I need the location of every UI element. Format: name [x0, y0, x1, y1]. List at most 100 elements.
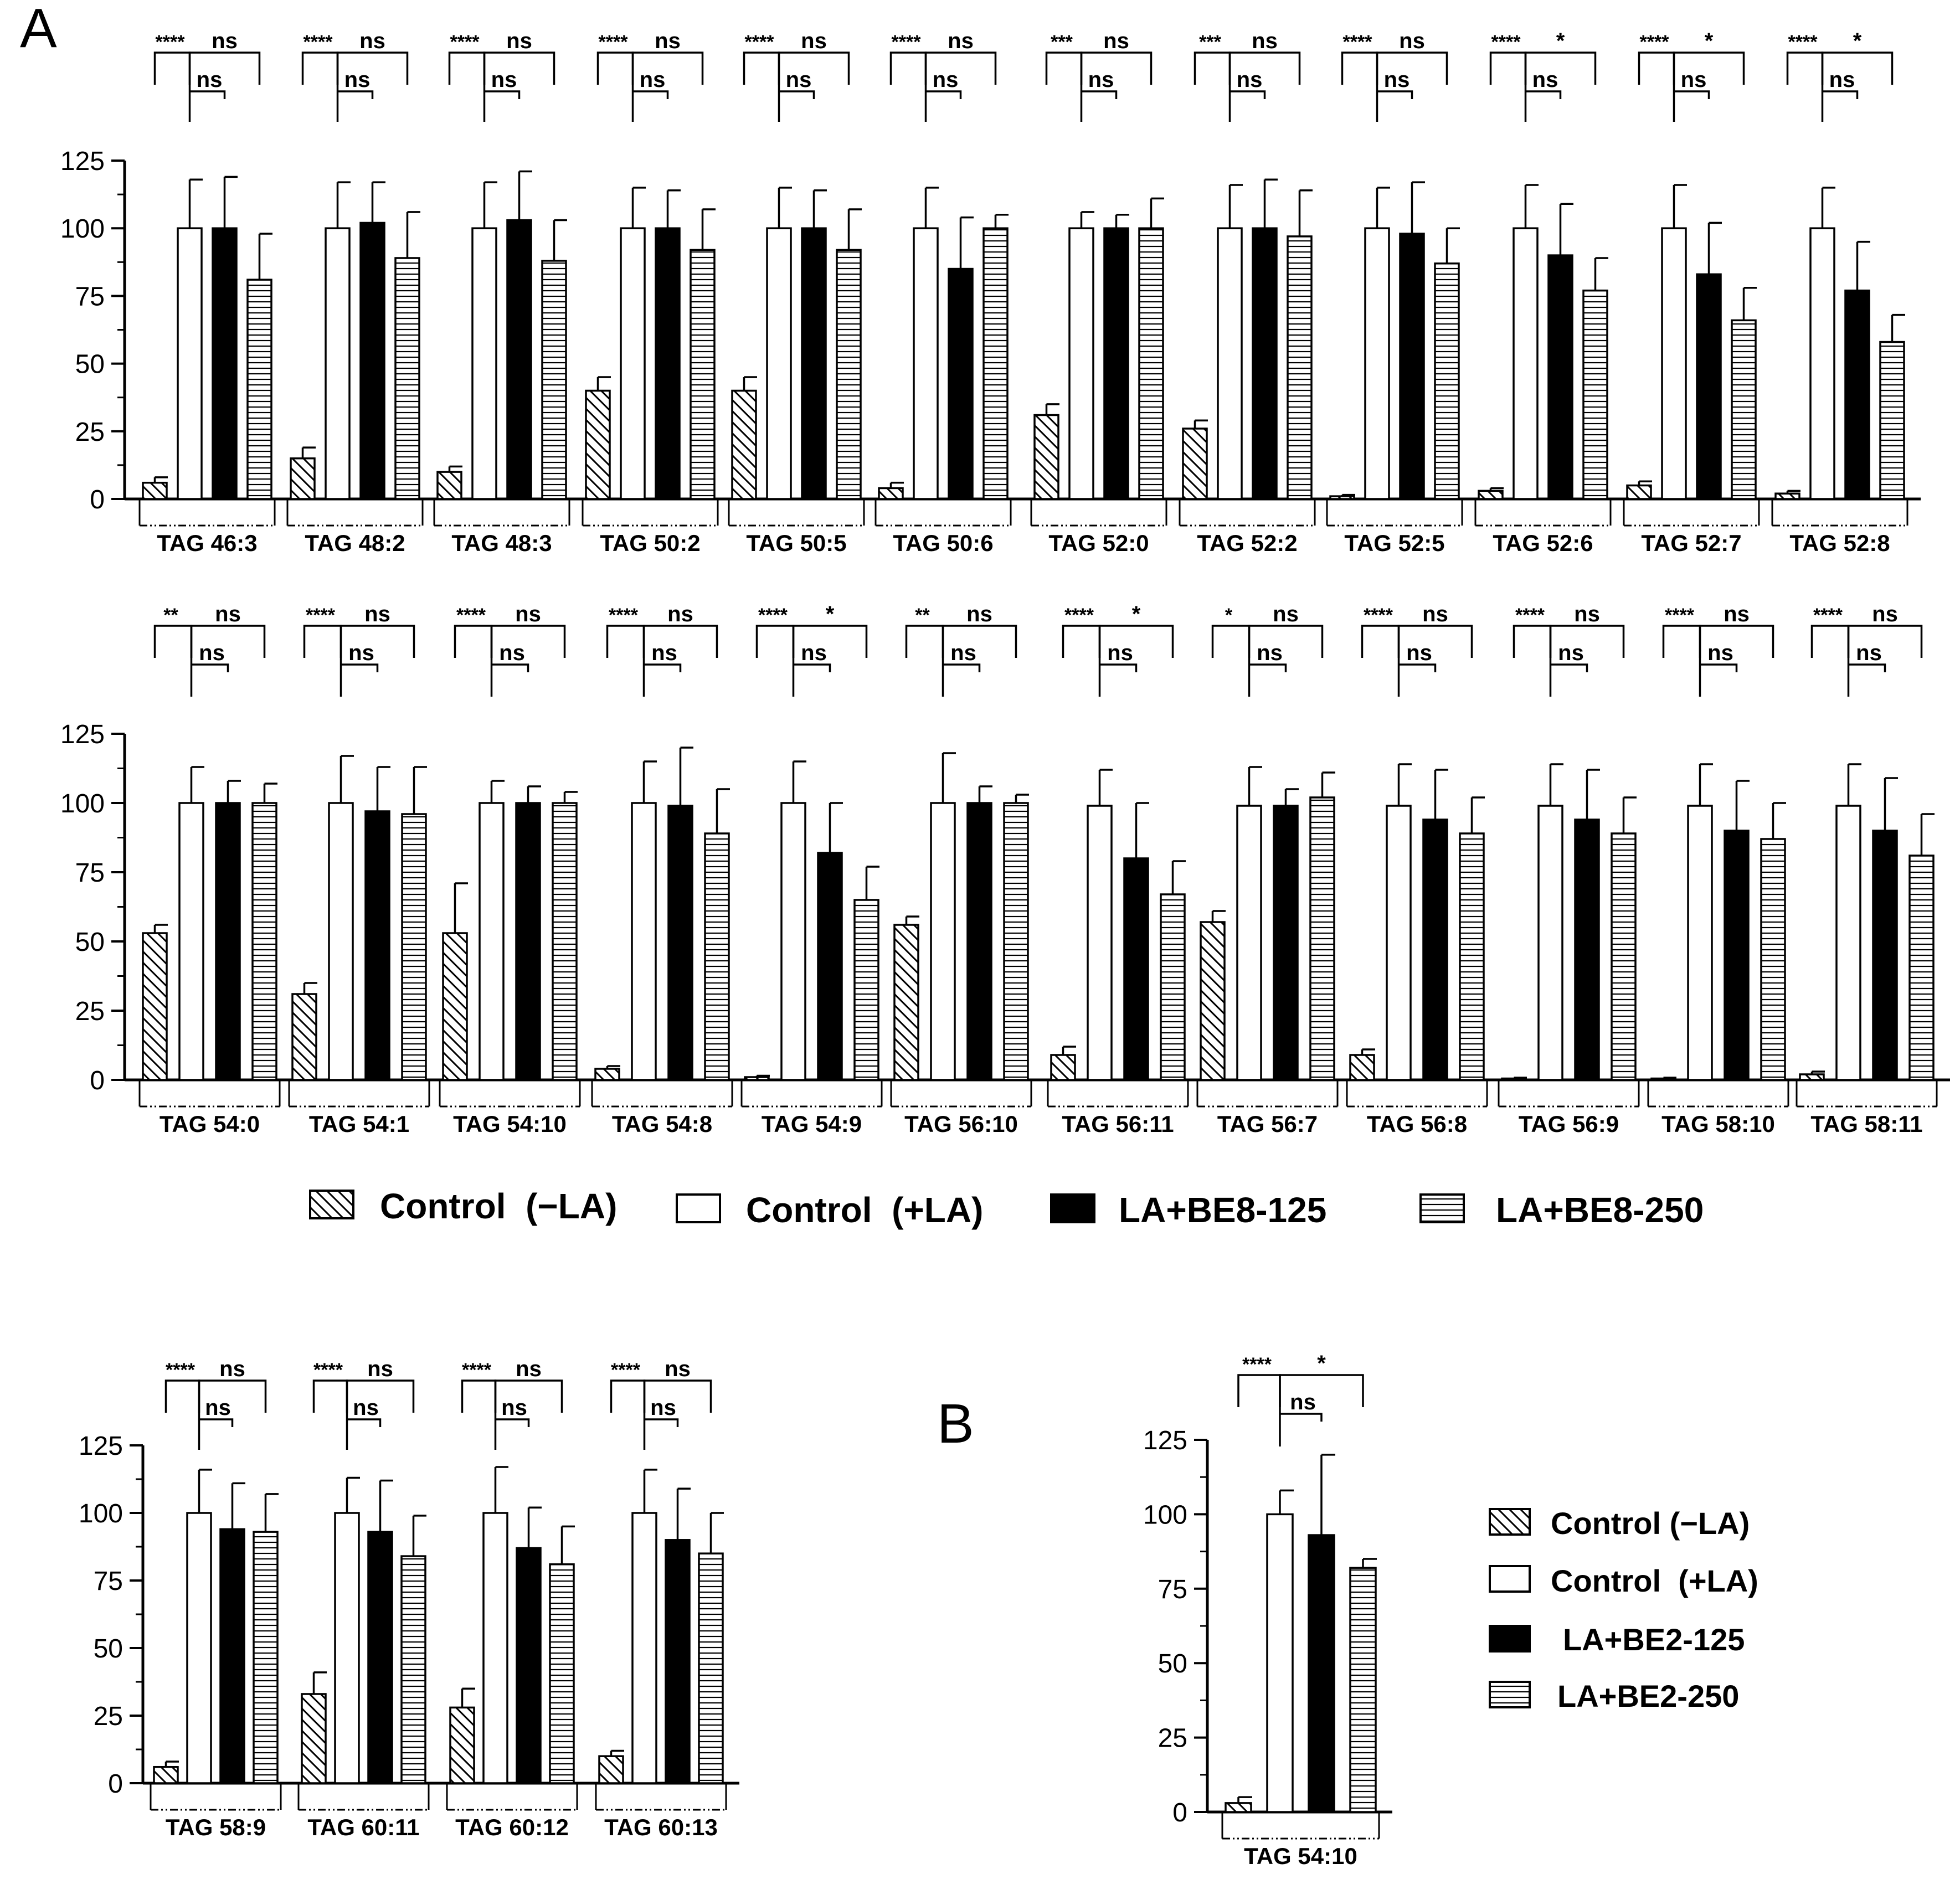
- sig-bracket: [1194, 52, 1231, 85]
- significance-brackets: **** ns ns: [1662, 602, 1774, 697]
- bar-la-125: [948, 267, 974, 500]
- sig-bracket: [484, 90, 521, 99]
- bar-group: TAG 50:6 **** ns ns: [874, 29, 1012, 556]
- sig-label: ns: [1107, 641, 1133, 665]
- sig-bracket: [483, 52, 555, 122]
- significance-brackets: **** ns ns: [1341, 29, 1448, 122]
- group-label: TAG 56:10: [904, 1111, 1018, 1137]
- sig-label: ns: [348, 641, 374, 665]
- legend-b: Control (−LA) Control (+LA) LA+BE2-125 L…: [1489, 1506, 1758, 1713]
- bar-group: TAG 50:5 **** ns ns: [728, 29, 865, 556]
- group-label: TAG 48:2: [305, 530, 405, 556]
- bar-la-250: [1349, 1567, 1377, 1813]
- panel-a-row-3: 0 25 50 75 100 125 TAG 58:9 **** ns ns TAG 60:11 *…: [79, 1357, 739, 1840]
- bar-control-plus-la: [1513, 227, 1539, 500]
- sig-label: ****: [1665, 605, 1695, 626]
- sig-label: ns: [801, 641, 827, 665]
- sig-label: ****: [1064, 605, 1094, 626]
- legend-b-label: LA+BE2-125: [1563, 1622, 1745, 1657]
- sig-bracket: [190, 625, 266, 697]
- bar-group: TAG 54:1 **** ns ns: [288, 602, 430, 1137]
- bar-control-minus-la: [731, 389, 757, 500]
- bar-control-plus-la: [471, 227, 497, 500]
- significance-brackets: **** ns ns: [1513, 602, 1625, 697]
- bar-control-minus-la: [893, 924, 919, 1081]
- sig-label: ns: [344, 68, 371, 92]
- bar-la-125: [1724, 830, 1750, 1081]
- bar-group: TAG 54:10 **** ns ns: [439, 602, 581, 1137]
- bar-la-125: [516, 1547, 542, 1784]
- group-label: TAG 52:5: [1344, 530, 1444, 556]
- sig-label: ****: [1343, 32, 1373, 53]
- bar-control-minus-la: [1501, 1077, 1527, 1081]
- group-label: TAG 54:8: [612, 1111, 712, 1137]
- bar-group: TAG 48:2 **** ns ns: [286, 29, 424, 556]
- bar-control-plus-la: [780, 802, 806, 1081]
- bar-control-minus-la: [744, 1076, 770, 1081]
- bar-group: TAG 54:8 **** ns ns: [591, 602, 733, 1137]
- bar-la-125: [359, 222, 385, 500]
- group-label: TAG 54:10: [453, 1111, 567, 1137]
- legend-a-item-control-plus-la: Control (+LA): [676, 1190, 983, 1230]
- bar-control-plus-la: [1266, 1513, 1294, 1813]
- bar-group: TAG 58:11 **** ns ns: [1796, 602, 1938, 1137]
- significance-brackets: **** ns ns: [743, 29, 850, 122]
- sig-label: ***: [1051, 32, 1073, 53]
- sig-bracket: [454, 625, 493, 658]
- sig-label: ns: [353, 1396, 379, 1420]
- sig-bracket: [610, 1379, 646, 1413]
- sig-label: ns: [197, 68, 223, 92]
- sig-bracket: [596, 52, 634, 85]
- y-tick-label: 125: [60, 147, 105, 176]
- sig-bracket: [1398, 663, 1437, 672]
- sig-label: ****: [611, 1360, 641, 1381]
- bar-control-minus-la: [442, 932, 468, 1081]
- bar-la-125: [1696, 273, 1722, 500]
- bar-control-minus-la: [594, 1068, 620, 1081]
- bar-control-plus-la: [177, 227, 203, 500]
- y-tick-label: 50: [94, 1634, 123, 1664]
- significance-brackets: **** ns ns: [461, 1357, 563, 1450]
- legend-b-label: Control (+LA): [1551, 1563, 1758, 1598]
- sig-bracket: [1099, 663, 1138, 672]
- sig-bracket: [199, 1418, 234, 1427]
- sig-label: ns: [1384, 68, 1410, 92]
- bar-control-minus-la: [290, 457, 316, 500]
- sig-bracket: [1513, 625, 1552, 658]
- significance-brackets: ** ns ns: [153, 602, 266, 697]
- y-tick-label: 25: [1158, 1724, 1187, 1753]
- significance-brackets: **** ns ns: [596, 29, 704, 122]
- legend-a-swatch-hstripe: [1419, 1193, 1465, 1223]
- bar-control-plus-la: [631, 802, 657, 1081]
- bar-la-250: [1434, 262, 1460, 500]
- sig-label: ns: [651, 641, 677, 665]
- sig-label: ****: [892, 32, 922, 53]
- row2-y-axis: 0 25 50 75 100 125: [60, 720, 126, 1095]
- bar-la-250: [690, 249, 716, 500]
- bar-group: TAG 52:7**** *ns: [1623, 29, 1760, 556]
- bar-la-250: [251, 802, 277, 1081]
- significance-brackets: **** *ns: [755, 602, 868, 697]
- legend-b-label: Control (−LA): [1551, 1506, 1750, 1541]
- sig-bracket: [341, 663, 379, 672]
- y-tick-label: 100: [60, 789, 105, 818]
- sig-label: ns: [199, 641, 225, 665]
- bar-control-minus-la: [585, 389, 611, 500]
- sig-bracket: [778, 52, 850, 122]
- sig-bracket: [1098, 625, 1174, 697]
- bar-control-minus-la: [436, 471, 462, 500]
- bar-control-minus-la: [878, 487, 904, 500]
- legend-a-label: LA+BE8-250: [1496, 1190, 1704, 1230]
- legend-a-item-la-be8-250: LA+BE8-250: [1419, 1190, 1704, 1230]
- y-tick-label: 125: [79, 1432, 123, 1461]
- sig-bracket: [303, 625, 342, 658]
- legend-a: Control (−LA) Control (+LA) LA+BE8-125 L…: [309, 1186, 1704, 1230]
- group-label: TAG 46:3: [157, 530, 257, 556]
- y-tick-label: 0: [1172, 1798, 1187, 1827]
- significance-brackets: **** ns ns: [312, 1357, 415, 1450]
- sig-label: ns: [212, 29, 238, 53]
- bar-la-125: [215, 802, 241, 1081]
- bar-la-125: [817, 852, 843, 1081]
- sig-label: ns: [1707, 641, 1733, 665]
- bar-control-minus-la: [153, 1765, 179, 1784]
